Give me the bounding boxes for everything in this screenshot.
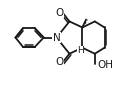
Text: O: O [55, 8, 64, 18]
Text: OH: OH [98, 60, 114, 70]
Text: N: N [53, 33, 60, 43]
Text: H: H [77, 46, 84, 55]
Text: O: O [55, 57, 64, 67]
